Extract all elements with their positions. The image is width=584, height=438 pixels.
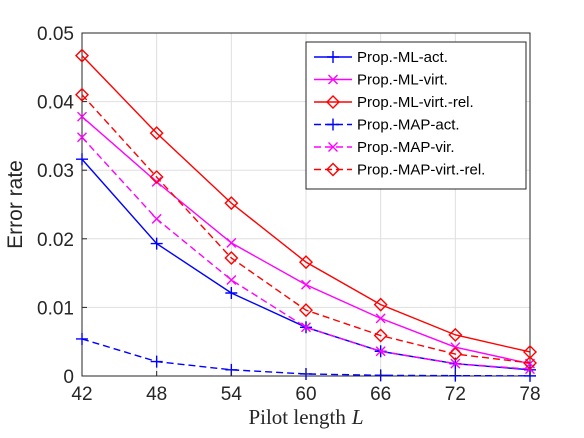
data-point	[151, 176, 162, 187]
legend-item: Prop.-MAP-vir.	[314, 139, 455, 156]
x-tick-label: 54	[221, 384, 243, 405]
x-tick-label: 48	[146, 384, 167, 405]
data-point	[448, 327, 463, 342]
legend: Prop.-ML-act. Prop.-ML-virt. Prop.-ML-virt…	[305, 41, 527, 190]
legend-label: Prop.-MAP-virt.-rel.	[357, 162, 485, 179]
legend-item: Prop.-ML-act.	[314, 49, 448, 66]
series-2	[75, 48, 537, 359]
x-tick-label: 72	[445, 384, 466, 405]
data-point	[151, 213, 162, 224]
series-line	[81, 94, 531, 364]
x-axis-label: Pilot length L	[248, 405, 363, 429]
legend-label: Prop.-ML-virt.-rel.	[357, 94, 474, 111]
data-point	[448, 347, 463, 362]
data-point	[75, 48, 89, 63]
y-tick-label: 0.03	[37, 161, 74, 182]
series-5	[75, 87, 537, 370]
y-tick-label: 0.05	[37, 24, 74, 45]
y-tick-label: 0.01	[37, 298, 74, 319]
legend-swatch-marker	[326, 95, 340, 109]
legend-item: Prop.-ML-virt.-rel.	[314, 94, 474, 111]
data-point	[375, 346, 386, 357]
x-tick-label: 60	[295, 384, 316, 405]
x-tick-label: 42	[71, 384, 92, 405]
data-point	[373, 328, 388, 343]
data-point	[76, 153, 88, 166]
x-tick-label: 66	[370, 384, 391, 405]
data-point	[224, 196, 239, 211]
data-point	[301, 279, 311, 290]
data-point	[76, 332, 88, 345]
y-tick-label: 0.04	[37, 93, 74, 114]
y-tick-label: 0	[63, 367, 74, 388]
legend-label: Prop.-ML-virt.	[357, 72, 448, 89]
tick-labels: 42 48 54 60 66 72 78 0 0.01 0.02 0.03 0.04 0.05	[37, 24, 541, 405]
x-tick-label: 78	[519, 384, 540, 405]
data-point	[225, 286, 238, 299]
legend-swatch-marker	[327, 51, 339, 63]
x-axis-label-var: L	[351, 405, 364, 429]
data-point	[77, 111, 87, 122]
legend-label: Prop.-ML-act.	[357, 49, 448, 66]
legend-swatch-marker	[327, 118, 339, 131]
data-point	[77, 132, 87, 143]
legend-label: Prop.-MAP-act.	[357, 117, 460, 134]
legend-item: Prop.-ML-virt.	[314, 72, 448, 89]
data-point	[450, 358, 461, 369]
data-point	[373, 297, 388, 312]
y-tick-label: 0.02	[37, 230, 74, 251]
data-point	[375, 313, 386, 324]
data-point	[150, 355, 163, 368]
legend-item: Prop.-MAP-act.	[314, 117, 460, 134]
legend-item: Prop.-MAP-virt.-rel.	[314, 162, 485, 179]
legend-box	[305, 41, 527, 190]
data-point	[226, 237, 237, 248]
legend-label: Prop.-MAP-vir.	[357, 139, 455, 156]
data-point	[149, 170, 164, 185]
y-axis-label: Error rate	[4, 160, 27, 249]
data-point	[523, 345, 537, 359]
data-point	[523, 355, 537, 370]
series-layer	[75, 48, 537, 382]
legend-swatch-marker	[328, 142, 338, 152]
data-point	[299, 255, 313, 270]
x-axis-label-text: Pilot length	[248, 405, 346, 429]
data-point	[226, 274, 237, 285]
legend-swatch-marker	[326, 162, 340, 177]
data-point	[149, 126, 164, 141]
data-point	[301, 322, 311, 333]
data-point	[224, 251, 239, 265]
data-point	[75, 87, 89, 102]
data-point	[299, 303, 313, 318]
data-point	[150, 237, 163, 250]
series-line	[81, 55, 531, 353]
legend-swatch-marker	[328, 74, 338, 85]
